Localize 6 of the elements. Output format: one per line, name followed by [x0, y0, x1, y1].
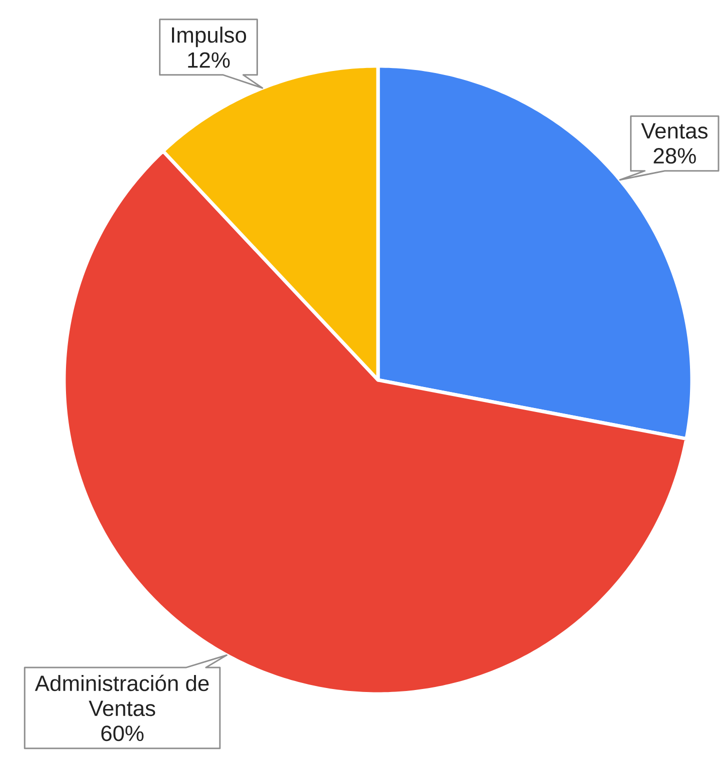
data-label: 28%	[654, 148, 696, 164]
data-label: 60%	[101, 726, 144, 742]
slice-label: Ventas	[641, 123, 708, 139]
data-label: 12%	[188, 52, 230, 68]
slice-label: Administración de Ventas	[34, 674, 209, 716]
slice-label: Impulso	[172, 26, 246, 48]
